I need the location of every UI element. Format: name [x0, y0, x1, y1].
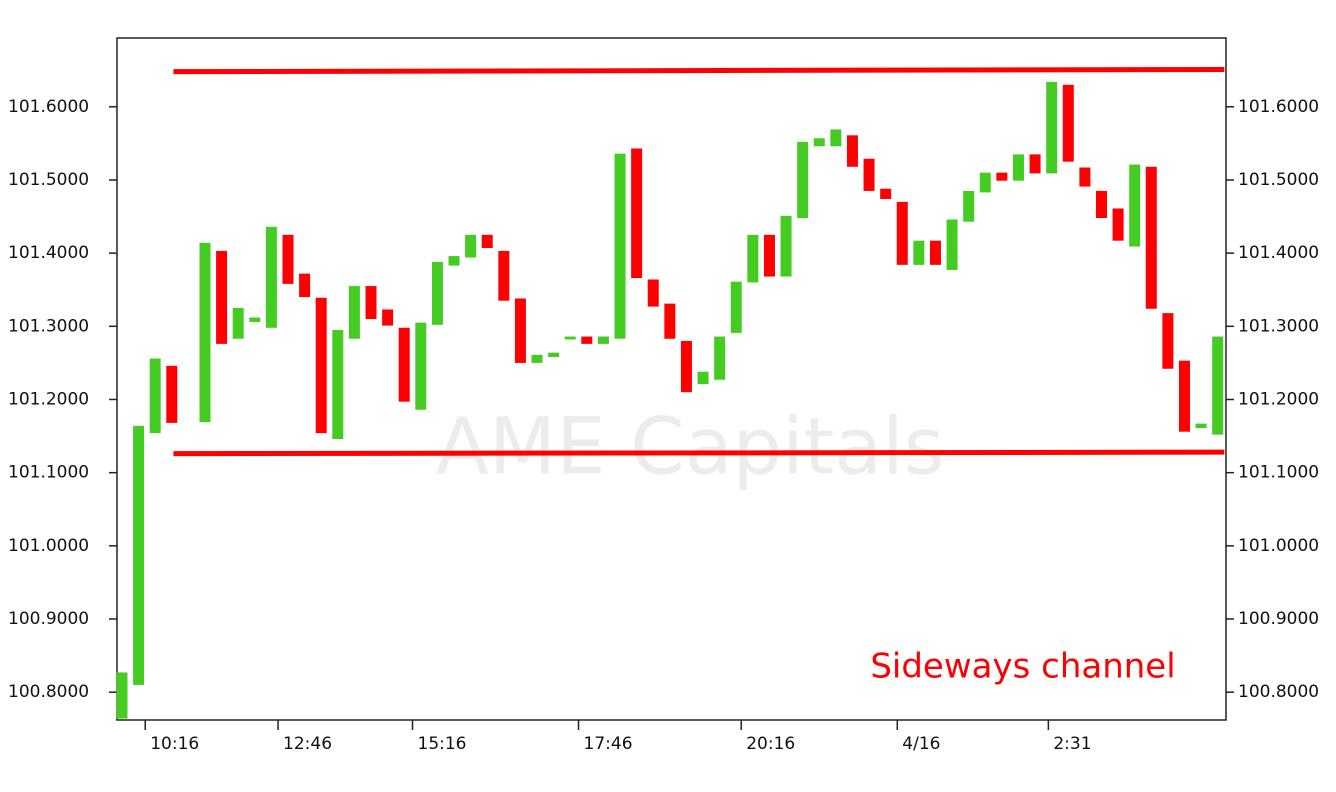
- candle-body: [680, 340, 692, 393]
- candle-body: [714, 336, 726, 380]
- y-tick-label: 101.6000: [8, 97, 89, 117]
- candle-body: [166, 365, 178, 423]
- plot-frame: [116, 37, 1227, 721]
- y-tick-label: 101.5000: [8, 170, 89, 190]
- candle-body: [448, 256, 460, 266]
- candle-body: [913, 240, 925, 265]
- x-tick-label: 10:16: [150, 734, 199, 754]
- candle-body: [481, 234, 493, 249]
- y2-tick-label: 101.0000: [1238, 536, 1319, 556]
- y2-tick-label: 100.8000: [1238, 682, 1319, 702]
- candle-body: [199, 242, 211, 423]
- candle-body: [797, 141, 809, 219]
- candle-body: [946, 219, 958, 270]
- candle-body: [498, 250, 510, 301]
- candle-body: [1129, 164, 1141, 247]
- candle-body: [415, 322, 427, 410]
- y-tick-label: 101.0000: [8, 536, 89, 556]
- candle-body: [846, 135, 858, 167]
- candle-body: [1178, 360, 1190, 432]
- candle-body: [398, 327, 410, 402]
- candle-body: [1012, 154, 1024, 181]
- candle-body: [514, 298, 526, 363]
- candle-body: [963, 190, 975, 222]
- candle-body: [763, 234, 775, 277]
- candle-body: [614, 153, 626, 339]
- candle-body: [216, 250, 228, 344]
- candle-body: [1046, 81, 1058, 174]
- candle-body: [232, 308, 244, 339]
- candle-body: [996, 172, 1008, 181]
- candle-body: [863, 158, 875, 191]
- candle-body: [979, 172, 991, 193]
- candle-body: [1212, 336, 1224, 435]
- candle-body: [1079, 167, 1091, 187]
- candle-body: [1029, 154, 1041, 174]
- candle-body: [548, 352, 560, 358]
- candle-body: [299, 273, 311, 298]
- y-tick-label: 101.2000: [8, 389, 89, 409]
- x-tick-label: 2:31: [1053, 734, 1091, 754]
- x-tick-label: 12:46: [283, 734, 332, 754]
- candle-body: [1112, 208, 1124, 241]
- x-tick-label: 17:46: [584, 734, 633, 754]
- x-tick-label: 20:16: [746, 734, 795, 754]
- candle-body: [830, 129, 842, 147]
- candle-body: [631, 148, 643, 279]
- candle-body: [431, 261, 443, 325]
- watermark: AME Capitals: [436, 402, 945, 492]
- y-tick-label: 100.9000: [8, 609, 89, 629]
- candle-body: [1162, 313, 1174, 369]
- candle-body: [697, 371, 709, 385]
- candle-body: [1195, 423, 1207, 429]
- candle-body: [149, 358, 161, 434]
- candle-body: [929, 240, 941, 265]
- candle-body: [880, 188, 892, 199]
- y2-tick-label: 100.9000: [1238, 609, 1319, 629]
- candle-body: [664, 303, 676, 339]
- candle-body: [465, 234, 477, 258]
- y2-tick-label: 101.6000: [1238, 97, 1319, 117]
- candle-body: [813, 138, 825, 147]
- annotation: Sideways channel: [870, 647, 1175, 687]
- y-tick-label: 100.8000: [8, 682, 89, 702]
- y-tick-label: 101.4000: [8, 243, 89, 263]
- candle-body: [747, 234, 759, 283]
- candle-body: [315, 297, 327, 434]
- x-tick-label: 15:16: [418, 734, 467, 754]
- y2-tick-label: 101.3000: [1238, 316, 1319, 336]
- candle-body: [365, 286, 377, 319]
- candle-body: [581, 336, 593, 344]
- y-tick-label: 101.3000: [8, 316, 89, 336]
- candle-body: [1145, 166, 1157, 309]
- candle-body: [382, 309, 394, 326]
- candle-body: [647, 279, 659, 307]
- candle-body: [116, 672, 128, 719]
- candle-body: [348, 286, 360, 339]
- x-tick-label: 4/16: [902, 734, 940, 754]
- candle-body: [564, 336, 576, 340]
- candle-body: [282, 234, 294, 284]
- candle-body: [1095, 190, 1107, 219]
- y2-tick-label: 101.2000: [1238, 389, 1319, 409]
- candle-body: [133, 425, 145, 685]
- candle-body: [332, 329, 344, 440]
- candle-body: [780, 215, 792, 277]
- candle-body: [531, 354, 543, 363]
- candle-body: [730, 281, 742, 333]
- candle-body: [896, 201, 908, 265]
- candle-body: [249, 317, 261, 322]
- y2-tick-label: 101.5000: [1238, 170, 1319, 190]
- y2-tick-label: 101.4000: [1238, 243, 1319, 263]
- y2-tick-label: 101.1000: [1238, 463, 1319, 483]
- candle-body: [1062, 84, 1074, 162]
- candle-body: [265, 226, 277, 328]
- channel-line: [173, 449, 1225, 457]
- y-tick-label: 101.1000: [8, 463, 89, 483]
- channel-line: [173, 66, 1225, 75]
- candle-body: [597, 336, 609, 344]
